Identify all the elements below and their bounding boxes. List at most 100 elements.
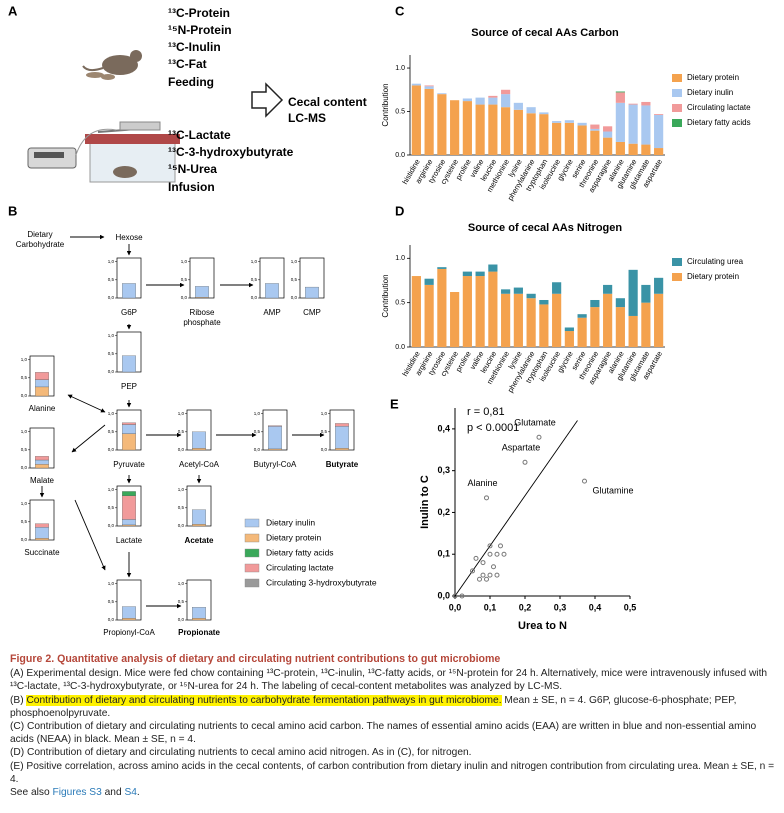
node-label: Pyruvate xyxy=(113,460,145,469)
x-tick-label: 0,0 xyxy=(449,602,462,612)
bar-segment xyxy=(564,120,574,123)
legend-swatch xyxy=(672,258,682,266)
mini-tick-label: 0,5 xyxy=(108,599,115,604)
node-label: Malate xyxy=(30,476,55,485)
pathway-arrow xyxy=(74,499,106,571)
mini-bar-segment xyxy=(35,464,49,469)
mini-bar-segment xyxy=(35,538,49,541)
scatter-point xyxy=(480,560,486,566)
bar-segment xyxy=(641,105,651,145)
bar-segment xyxy=(641,284,651,303)
node-label: Hexose xyxy=(115,233,143,242)
mini-tick-label: 1,0 xyxy=(21,357,28,362)
mini-tick-label: 0,0 xyxy=(251,295,258,300)
bar-segment xyxy=(590,124,600,129)
output-label: LC-MS xyxy=(288,111,326,125)
mini-bar-segment xyxy=(268,448,282,451)
see-also-text: See also xyxy=(10,787,50,799)
caption-a: (A) Experimental design. Mice were fed c… xyxy=(10,668,768,693)
mini-bar-segment xyxy=(35,459,49,465)
mini-bar-segment xyxy=(335,426,349,449)
bar-segment xyxy=(526,293,536,299)
scatter-point xyxy=(487,551,493,557)
bar-segment xyxy=(654,114,664,115)
y-tick-label: 0,3 xyxy=(437,465,450,475)
mini-tick-label: 0,5 xyxy=(108,505,115,510)
panel-letter: E xyxy=(390,396,399,411)
mini-tick-label: 0,5 xyxy=(321,429,328,434)
node-label: Succinate xyxy=(24,548,60,557)
bar-segment xyxy=(590,130,600,155)
tracer-label: ¹⁵N-Protein xyxy=(168,23,232,37)
infusion-setup-illustration xyxy=(27,121,180,183)
mini-tick-label: 0,0 xyxy=(21,393,28,398)
stat-annotation: p < 0.0001 xyxy=(467,422,519,434)
legend-label: Dietary protein xyxy=(266,532,322,542)
bar-segment xyxy=(628,269,638,316)
mini-tick-label: 0,5 xyxy=(178,505,185,510)
bar-segment xyxy=(603,126,613,132)
bar-segment xyxy=(577,317,587,347)
mini-bar-segment xyxy=(192,524,206,527)
scatter-point xyxy=(452,593,458,599)
bar-segment xyxy=(513,102,523,110)
bar-segment xyxy=(411,83,421,86)
bar-segment xyxy=(552,122,562,155)
mini-bar-segment xyxy=(122,618,136,621)
mini-tick-label: 1,0 xyxy=(21,429,28,434)
mini-bar-segment xyxy=(335,448,349,451)
mini-chart: 0,0 0,5 1,0 xyxy=(21,499,55,542)
mini-bar-segment xyxy=(268,426,282,450)
see-also-end: . xyxy=(136,787,140,799)
mini-tick-label: 0,5 xyxy=(178,429,185,434)
y-tick-label: 0,0 xyxy=(437,590,450,600)
y-tick-label: 0.0 xyxy=(395,344,405,351)
panel-letter: C xyxy=(395,3,405,18)
bar-segment xyxy=(475,104,485,155)
figure-link[interactable]: S4 xyxy=(124,787,137,799)
bar-segment xyxy=(615,102,625,142)
scatter-point xyxy=(536,434,542,440)
scatter-point xyxy=(484,495,489,501)
legend-label: Dietary fatty acids xyxy=(687,118,751,127)
mini-tick-label: 0,0 xyxy=(108,369,115,374)
mini-tick-label: 0,0 xyxy=(178,617,185,622)
bar-segment xyxy=(577,314,587,318)
bar-segment xyxy=(513,293,523,347)
figure-link[interactable]: Figures S3 xyxy=(52,787,102,799)
mini-bar-segment xyxy=(35,527,49,539)
bar-segment xyxy=(501,94,511,108)
mini-chart: 0,0 0,5 1,0 xyxy=(108,331,142,374)
bar-segment xyxy=(641,302,651,347)
scatter-point xyxy=(494,572,500,578)
mini-bar-segment xyxy=(192,607,206,619)
mini-bar-segment xyxy=(122,424,136,434)
node-label: Propionate xyxy=(178,628,220,637)
legend-swatch xyxy=(244,563,260,573)
bar-segment xyxy=(654,115,664,149)
mini-bar-segment xyxy=(305,286,319,299)
mini-tick-label: 0,0 xyxy=(321,447,328,452)
bar-segment xyxy=(450,100,460,155)
legend-label: Dietary protein xyxy=(687,73,739,82)
mini-tick-label: 0,5 xyxy=(21,519,28,524)
scatter-point xyxy=(522,459,528,465)
mini-chart: 0,0 0,5 1,0 xyxy=(178,409,212,452)
mini-bar-segment xyxy=(122,433,136,451)
mini-tick-label: 1,0 xyxy=(108,411,115,416)
mini-tick-label: 0,0 xyxy=(178,523,185,528)
caption-b-rest: Mean ± SE, n = 4. G6P, glucose-6-phospha… xyxy=(10,694,737,719)
legend-swatch xyxy=(672,104,682,112)
tracer-label: ¹³C-Lactate xyxy=(168,128,231,142)
mini-tick-label: 1,0 xyxy=(251,259,258,264)
mini-bar-segment xyxy=(192,431,206,449)
bar-segment xyxy=(603,137,613,155)
mini-bar-segment xyxy=(265,283,279,299)
y-tick-label: 0.5 xyxy=(395,108,405,115)
trendline xyxy=(454,420,578,597)
mini-tick-label: 1,0 xyxy=(21,501,28,506)
bar-segment xyxy=(603,131,613,138)
bar-segment xyxy=(475,276,485,347)
mini-tick-label: 0,5 xyxy=(254,429,261,434)
